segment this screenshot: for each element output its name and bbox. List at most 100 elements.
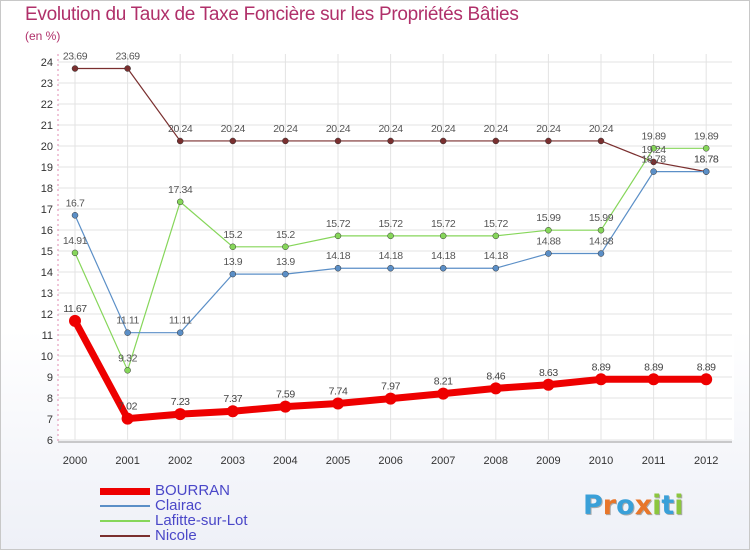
x-tick-label: 2001 [115,455,139,467]
data-label-nicole: 23.69 [115,51,140,63]
logo-letter: o [616,490,635,521]
data-point-nicole [597,137,605,145]
data-point-clairac [597,250,605,257]
legend-swatch [100,520,150,522]
data-label-clairac: 14.88 [589,236,614,248]
data-label-lafitte-sur-lot: 15.72 [431,218,456,230]
data-label-clairac: 14.18 [484,250,509,262]
data-point-clairac [545,250,552,257]
y-tick-label: 17 [41,204,53,216]
data-label-lafitte-sur-lot: 15.2 [223,229,242,241]
data-label-lafitte-sur-lot: 14.91 [63,235,88,247]
y-tick-label: 8 [47,393,53,405]
data-label-bourran: 7.23 [171,396,190,408]
data-label-clairac: 14.18 [326,250,351,262]
data-label-clairac: 11.11 [169,315,192,327]
x-tick-label: 2011 [642,455,666,467]
data-label-bourran: 7.37 [223,393,242,405]
data-point-bourran [437,387,450,400]
data-label-nicole: 20.24 [273,123,298,135]
data-point-bourran [489,382,502,395]
y-tick-label: 9 [47,372,53,384]
data-label-bourran: 7.97 [381,381,400,393]
data-label-lafitte-sur-lot: 17.34 [168,184,193,196]
data-label-nicole: 20.24 [536,123,561,135]
data-point-lafitte-sur-lot [229,243,237,251]
y-tick-label: 24 [41,57,53,69]
data-label-bourran: 8.21 [434,376,453,388]
data-label-clairac: 13.9 [276,256,295,268]
x-tick-label: 2006 [378,455,402,467]
data-label-nicole: 20.24 [378,123,403,135]
y-tick-label: 7 [47,414,53,426]
data-label-lafitte-sur-lot: 19.89 [694,130,719,142]
x-tick-label: 2003 [221,455,245,467]
data-point-bourran [121,412,134,425]
logo-letter: x [634,490,653,521]
y-unit-label: (en %) [25,29,61,43]
legend-swatch [100,505,150,507]
data-point-lafitte-sur-lot [650,145,657,152]
x-tick-label: 2010 [589,455,613,467]
data-point-nicole [124,65,131,72]
logo-letter: i [674,490,684,521]
proxiti-logo: Proxiti [583,490,684,521]
x-tick-label: 2002 [168,455,192,467]
x-tick-label: 2007 [431,455,455,467]
y-tick-label: 15 [41,246,53,258]
data-point-bourran [542,378,555,391]
data-label-bourran: 7.74 [329,385,348,397]
data-point-nicole [545,137,552,145]
data-label-bourran: 8.89 [644,361,663,373]
data-label-lafitte-sur-lot: 15.99 [536,212,561,224]
data-label-bourran: 11.67 [63,303,87,315]
y-tick-label: 14 [41,267,53,279]
data-point-clairac [176,329,184,336]
data-label-nicole: 19.24 [641,144,666,156]
data-point-lafitte-sur-lot [439,232,447,240]
data-label-lafitte-sur-lot: 15.99 [589,212,614,224]
y-tick-label: 22 [41,99,53,111]
data-point-bourran [174,408,187,421]
data-point-clairac [124,329,131,336]
legend-label: Lafitte-sur-Lot [155,512,248,529]
data-point-clairac [702,168,710,175]
data-point-lafitte-sur-lot [492,232,500,240]
data-point-lafitte-sur-lot [124,367,131,374]
data-point-clairac [492,264,500,272]
x-tick-label: 2008 [484,455,508,467]
data-label-clairac: 18.78 [694,154,719,166]
legend-label: Clairac [155,497,202,514]
y-tick-label: 11 [42,330,53,342]
plot-area [58,54,734,440]
data-point-lafitte-sur-lot [71,249,79,257]
data-point-lafitte-sur-lot [597,226,605,234]
data-label-clairac: 14.18 [378,250,403,262]
data-label-nicole: 20.24 [326,123,351,135]
data-label-nicole: 20.24 [168,123,193,135]
data-point-nicole [650,158,657,166]
data-point-lafitte-sur-lot [176,198,184,206]
data-point-lafitte-sur-lot [387,232,394,240]
data-point-bourran [700,373,713,386]
x-tick-label: 2009 [536,455,560,467]
y-tick-label: 18 [41,183,53,195]
data-point-bourran [384,392,397,405]
data-point-clairac [387,264,394,272]
y-tick-label: 10 [41,351,53,363]
y-tick-label: 23 [41,78,53,90]
data-point-clairac [71,212,79,219]
data-label-lafitte-sur-lot: 15.2 [276,229,295,241]
data-label-nicole: 20.24 [589,123,614,135]
data-label-nicole: 20.24 [484,123,509,135]
y-tick-label: 21 [41,120,53,132]
data-point-nicole [282,137,289,145]
y-tick-label: 6 [47,435,53,447]
data-point-lafitte-sur-lot [282,243,289,251]
data-point-clairac [282,270,289,278]
data-label-bourran: 8.46 [486,370,505,382]
data-label-clairac: 11.11 [116,315,139,327]
data-point-nicole [176,137,184,145]
data-point-nicole [387,137,394,145]
data-point-bourran [226,405,239,418]
